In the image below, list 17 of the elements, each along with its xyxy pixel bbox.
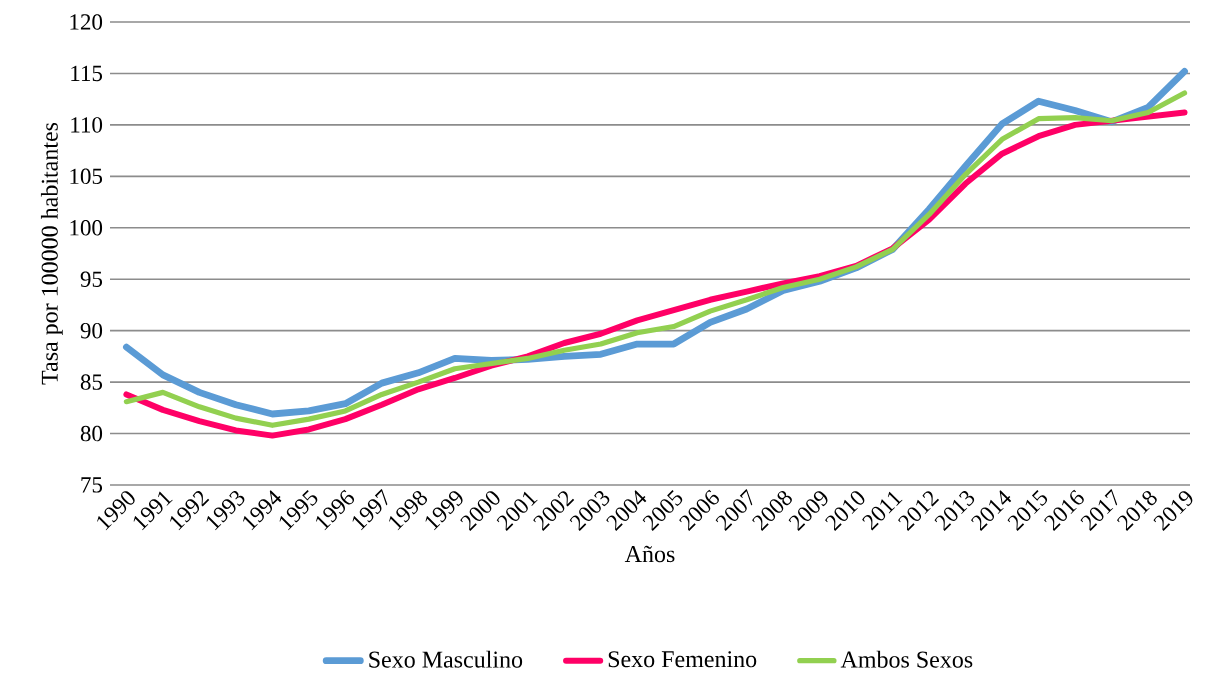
y-tick-label: 75 — [81, 477, 103, 493]
x-axis-title: Años — [624, 545, 675, 563]
y-tick-label: 90 — [80, 322, 103, 339]
y-tick-label: 95 — [80, 271, 103, 287]
y-axis-title: Tasa por 100000 habitantes — [40, 122, 63, 385]
legend-label: Sexo Masculino — [369, 650, 523, 668]
y-tick-label: 85 — [80, 374, 103, 390]
y-tick-label: 115 — [71, 65, 103, 82]
legend-label: Ambos Sexos — [840, 650, 973, 668]
y-tick-label: 105 — [70, 168, 103, 185]
x-tick-label: 1998 — [389, 490, 428, 531]
y-tick-label: 100 — [70, 220, 103, 236]
y-tick-label: 110 — [71, 117, 103, 133]
legend-label: Sexo Femenino — [608, 651, 757, 668]
x-tick-label: 1990 — [97, 491, 135, 531]
y-tick-label: 120 — [70, 14, 103, 30]
y-tick-label: 80 — [80, 425, 103, 442]
